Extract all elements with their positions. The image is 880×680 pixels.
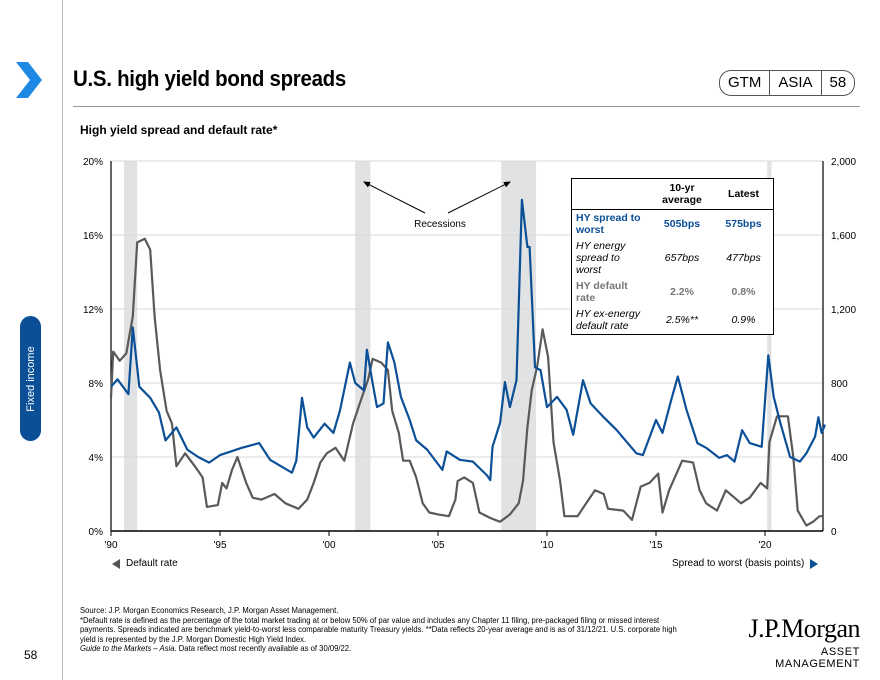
default-rate-line [109, 237, 824, 527]
chart-subtitle: High yield spread and default rate* [80, 123, 278, 137]
chevron-right-icon [16, 62, 42, 98]
y-right-tick-label: 800 [831, 379, 848, 390]
source-note: Source: J.P. Morgan Economics Research, … [80, 606, 339, 615]
triangle-left-icon [112, 558, 120, 569]
sidebar-divider [62, 0, 63, 680]
y-left-tick-label: 0% [89, 527, 104, 538]
badge-page: 58 [820, 71, 855, 95]
guide-title: Guide to the Markets – Asia. [80, 644, 177, 653]
title-divider [73, 106, 860, 107]
y-right-tick-label: 0 [831, 527, 837, 538]
row-latest: 0.9% [731, 314, 756, 326]
legend-label: Spread to worst (basis points) [672, 558, 805, 569]
badge-gtm: GTM [728, 74, 762, 91]
y-left-tick-label: 12% [83, 305, 103, 316]
x-tick-label: '10 [540, 540, 553, 551]
legend-default-rate: Default rate [112, 558, 178, 569]
logo-subtitle: ASSET MANAGEMENT [775, 646, 860, 670]
y-right-tick-label: 400 [831, 453, 848, 464]
row-label: HY spread to worst [576, 212, 641, 236]
legend-label: Default rate [126, 558, 178, 569]
y-left-tick-label: 8% [89, 379, 104, 390]
row-latest: 477bps [726, 252, 761, 264]
x-tick-label: '15 [649, 540, 662, 551]
recession-arrow [447, 181, 511, 214]
page-title: U.S. high yield bond spreads [73, 66, 346, 91]
y-left-tick-label: 4% [89, 453, 104, 464]
page-number: 58 [24, 648, 38, 662]
x-tick-label: '05 [431, 540, 444, 551]
jpmorgan-logo: J.P.Morgan ASSET MANAGEMENT [738, 614, 860, 670]
table-header-avg: 10-yr average [650, 178, 714, 210]
row-avg: 2.2% [670, 286, 694, 298]
x-tick-label: '00 [322, 540, 335, 551]
row-avg: 505bps [663, 218, 701, 230]
recession-band [767, 161, 772, 531]
table-row: HY ex-energy default rate 2.5%** 0.9% [572, 306, 774, 335]
row-latest: 575bps [725, 218, 762, 230]
footnotes: Source: J.P. Morgan Economics Research, … [80, 606, 694, 654]
table-row: HY spread to worst 505bps 575bps [572, 210, 774, 239]
x-tick-label: '20 [758, 540, 771, 551]
badge-region: ASIA [769, 71, 820, 95]
x-tick-label: '90 [104, 540, 117, 551]
summary-table: 10-yr average Latest HY spread to worst 5… [571, 178, 774, 335]
row-avg: 2.5%** [665, 314, 699, 326]
recession-arrow [363, 181, 426, 214]
y-left-tick-label: 16% [83, 231, 103, 242]
row-label: HY default rate [576, 280, 628, 304]
gtm-badge: GTM ASIA 58 [719, 70, 856, 96]
row-label: HY ex-energy default rate [576, 308, 641, 332]
row-avg: 657bps [664, 252, 700, 264]
table-header-latest: Latest [714, 178, 774, 210]
row-label: HY energy spread to worst [576, 240, 626, 276]
y-left-tick-label: 20% [83, 157, 103, 168]
y-right-tick-label: 1,200 [831, 305, 856, 316]
spread-line [110, 198, 827, 482]
section-tab-fixed-income[interactable]: Fixed income [20, 316, 41, 441]
table-row: HY energy spread to worst 657bps 477bps [572, 238, 774, 278]
table-header-blank [571, 178, 650, 210]
table-row: HY default rate 2.2% 0.8% [572, 278, 774, 306]
recessions-annotation: Recessions [414, 219, 466, 230]
guide-date: Data reflect most recently available as … [176, 644, 352, 653]
legend-spread: Spread to worst (basis points) [672, 558, 819, 569]
definition-note: *Default rate is defined as the percenta… [80, 615, 677, 644]
logo-wordmark: J.P.Morgan [748, 614, 860, 643]
recession-band [355, 161, 371, 531]
guide-note: Guide to the Markets – Asia. Data reflec… [80, 644, 694, 654]
x-tick-label: '95 [213, 540, 226, 551]
triangle-right-icon [810, 558, 819, 569]
y-right-tick-label: 1,600 [831, 231, 856, 242]
recession-band [501, 161, 537, 531]
y-right-tick-label: 2,000 [831, 157, 856, 168]
row-latest: 0.8% [731, 286, 756, 298]
